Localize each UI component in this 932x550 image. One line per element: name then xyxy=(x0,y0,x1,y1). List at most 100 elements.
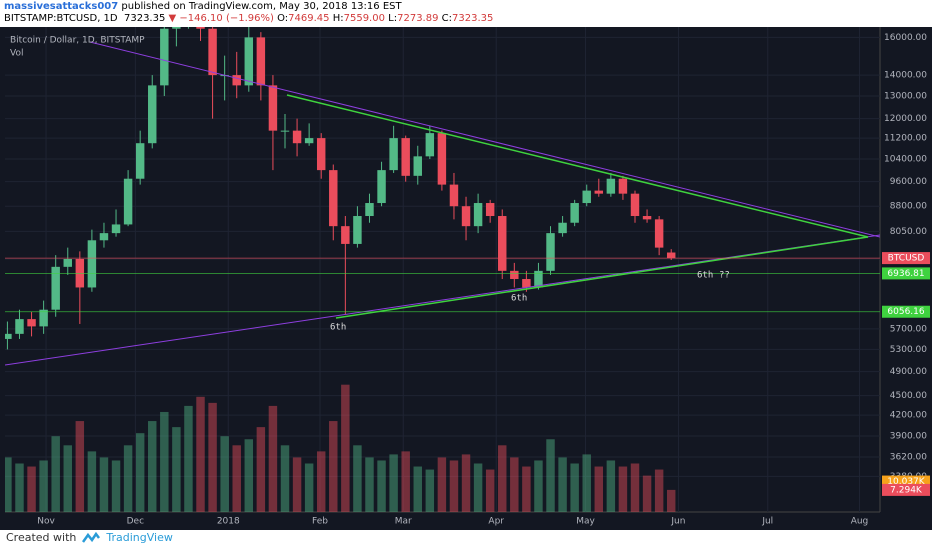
candle-body xyxy=(15,319,24,334)
volume-title: Vol xyxy=(10,49,23,59)
volume-bar xyxy=(329,421,338,512)
volume-bar xyxy=(570,463,579,512)
y-tick-label: 14000.00 xyxy=(884,71,927,81)
y-tick-label: 12000.00 xyxy=(884,114,927,124)
candle-body xyxy=(498,216,507,271)
volume-bar xyxy=(498,445,507,512)
price-tag-label: 6056.16 xyxy=(887,307,924,317)
candle-body xyxy=(413,156,422,176)
candle-body xyxy=(666,252,676,259)
candle-body xyxy=(39,309,48,327)
annotation: 6th xyxy=(697,271,713,281)
created-with: Created with xyxy=(6,531,77,544)
symbol: BITSTAMP:BTCUSD, 1D xyxy=(4,13,118,24)
candle-body xyxy=(546,233,555,271)
candle-body xyxy=(160,28,169,86)
y-tick-label: 5700.00 xyxy=(890,324,927,334)
candle-body xyxy=(510,270,519,280)
y-tick-label: 3900.00 xyxy=(890,432,927,442)
volume-bar xyxy=(365,457,374,512)
volume-bar xyxy=(196,396,205,512)
ohlc-1: H: xyxy=(332,13,344,24)
volume-bar xyxy=(437,457,447,512)
candle-body xyxy=(256,37,266,86)
ohlc-2-value: 7273.89 xyxy=(397,13,439,24)
volume-bar xyxy=(99,457,109,512)
volume-bar xyxy=(87,451,97,512)
volume-bar xyxy=(546,439,555,512)
candle-body xyxy=(570,203,579,223)
annotation: 6th xyxy=(511,294,527,304)
volume-bar xyxy=(594,466,604,512)
price-tag xyxy=(882,267,930,280)
volume-bar xyxy=(485,469,495,512)
y-tick-label: 3620.00 xyxy=(890,453,927,463)
candle-body xyxy=(606,178,616,194)
volume-bar xyxy=(461,454,471,512)
volume-bar xyxy=(606,460,616,512)
volume-bar xyxy=(413,466,422,512)
candle-body xyxy=(401,138,410,176)
candle-body xyxy=(244,37,254,86)
y-tick-label: 13000.00 xyxy=(884,92,927,102)
volume-bar xyxy=(123,445,133,512)
y-tick-label: 4500.00 xyxy=(890,391,927,401)
price-tag xyxy=(882,483,930,496)
y-tick-label: 8050.00 xyxy=(890,227,927,237)
candle-body xyxy=(51,266,60,310)
annotation: 6th xyxy=(330,323,346,333)
volume-bar xyxy=(377,460,386,512)
candle-body xyxy=(449,184,459,207)
volume-bar xyxy=(256,427,266,512)
price-tag xyxy=(882,305,930,318)
candle-body xyxy=(425,133,435,157)
price-tag-label: BTCUSD xyxy=(888,254,925,264)
candle-body xyxy=(5,333,12,339)
volume-bar xyxy=(341,384,350,512)
candle-body xyxy=(172,27,181,29)
price-tag-label: 10.037K xyxy=(887,477,925,487)
x-tick-label: Nov xyxy=(37,517,55,527)
y-tick-label: 8800.00 xyxy=(890,202,927,212)
change: ▼ −146.10 (−1.96%) xyxy=(168,13,274,24)
candle-body xyxy=(111,224,121,234)
candle-body xyxy=(461,206,471,227)
x-tick-label: Jul xyxy=(761,517,773,527)
author[interactable]: massivesattacks007 xyxy=(4,1,119,12)
candle-body xyxy=(268,85,278,131)
volume-bar xyxy=(449,460,459,512)
candle-body xyxy=(280,130,290,132)
candle-body xyxy=(618,178,628,194)
chart: Bitcoin / Dollar, 1D, BITSTAMP Vol 6th 6… xyxy=(0,27,932,530)
volume-bar xyxy=(522,466,531,512)
volume-bar xyxy=(389,454,398,512)
candle-body xyxy=(558,222,567,234)
x-tick-label: Dec xyxy=(127,517,144,527)
candle-body xyxy=(377,170,386,204)
footer: Created with TradingView xyxy=(6,531,173,544)
volume-bar xyxy=(63,445,72,512)
candle-body xyxy=(365,203,374,217)
volume-bar xyxy=(510,457,519,512)
x-tick-label: Feb xyxy=(312,517,328,527)
volume-bar xyxy=(280,445,290,512)
candle-body xyxy=(582,190,591,204)
price-tag-label: 6936.81 xyxy=(887,269,924,279)
trend-line xyxy=(335,236,869,319)
x-tick-label: Jun xyxy=(670,517,685,527)
drawings xyxy=(5,41,880,366)
candle-body xyxy=(196,27,205,29)
candle-body xyxy=(473,203,483,227)
candle-body xyxy=(353,216,362,244)
brand[interactable]: TradingView xyxy=(106,531,173,544)
candle-body xyxy=(63,258,72,267)
candle-body xyxy=(87,240,97,288)
last-price: 7323.35 xyxy=(123,13,166,24)
y-tick-label: 4200.00 xyxy=(890,411,927,421)
candle-body xyxy=(99,233,109,241)
candle-body xyxy=(642,216,652,220)
ohlc-3-value: 7323.35 xyxy=(452,13,494,24)
x-tick-label: May xyxy=(576,517,595,527)
candle-body xyxy=(341,226,350,244)
volume-bar xyxy=(666,489,676,512)
